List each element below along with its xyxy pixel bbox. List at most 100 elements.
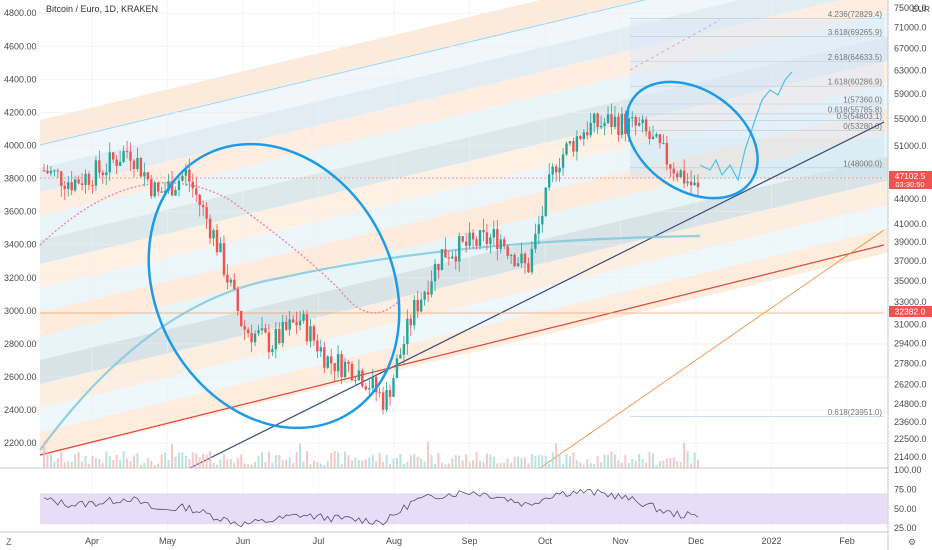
candle-body [610,114,613,128]
candle-body [143,172,146,177]
volume-bar [191,452,194,468]
candle-body [302,314,305,321]
volume-bar [697,460,699,468]
volume-bar [530,453,533,468]
projection-path [699,71,793,182]
volume-bar [337,452,340,468]
candle-body [184,169,188,176]
projection-dashed [629,19,721,71]
candle-body [613,116,617,128]
volume-bar [309,464,312,468]
candle-body [236,289,239,311]
channel-top-line [39,0,647,146]
volume-bar [683,442,686,468]
volume-bar [364,459,367,468]
right-axis-tick: 23600.0 [894,417,927,427]
volume-bar [344,451,347,468]
candle-body [267,332,271,353]
volume-bar [399,453,402,468]
candle-body [599,125,603,128]
settings-gear-icon[interactable]: ⚙ [908,537,916,547]
fib-level-label: 0.618(55785.8) [828,105,883,114]
volume-bar [216,464,219,468]
candle-body [423,291,426,300]
candle-body [503,239,506,247]
volume-bar [136,453,139,468]
left-axis-tick: 2200.00 [4,438,37,448]
candle-body [416,299,419,312]
candle-body [520,253,523,264]
candle-body [167,181,170,191]
candle-body [87,173,91,185]
candle-body [56,170,60,172]
candle-body [551,166,554,175]
volume-bar [472,460,475,468]
rsi-axis[interactable]: 25.00 50.00 75.00 100.00 [894,465,922,533]
volume-bar [184,455,187,468]
volume-bar [288,457,291,468]
right-axis-tick: 71000.0 [894,23,927,33]
volume-bar [537,454,540,468]
volume-bar [347,455,350,468]
channel-band [40,204,888,432]
candle-body [558,167,561,173]
volume-bar [236,457,239,468]
highlight-ellipse-left[interactable] [100,100,447,472]
time-axis-tick: Feb [839,536,855,546]
volume-bar [582,464,585,468]
candle-body [108,152,111,173]
chart-title: Bitcoin / Euro, 1D, KRAKEN [46,4,158,14]
volume-bar [132,455,135,468]
left-axis-tick: 4400.00 [4,74,37,84]
candle-body [492,229,496,238]
volume-bar [74,454,77,468]
fib-level-label: 0.618(23951.0) [828,408,883,417]
candle-body [125,150,129,152]
volume-bar [94,458,97,468]
volume-bar [523,457,526,468]
right-axis-tick: 41000.0 [894,219,927,229]
volume-bar [430,454,433,468]
support-trendline[interactable] [189,121,885,469]
volume-bar [312,460,315,468]
volume-bar [593,464,596,468]
volume-bar [174,456,177,468]
left-axis-tick: 4600.00 [4,41,37,51]
right-axis-tick: 44000.0 [894,194,927,204]
highlight-ellipse-right[interactable] [604,58,779,223]
currency-label: EUR [912,4,930,14]
candle-body [42,170,46,172]
volume-bar [119,459,122,468]
volume-bar [655,464,658,468]
time-axis[interactable]: Apr May Jun Jul Aug Sep Oct Nov Dec 2022 Feb [85,536,855,546]
volume-bar [212,462,215,468]
red-trendline[interactable] [39,244,885,456]
volume-bar [676,461,679,468]
fib-level-label: 1.618(60286.9) [828,78,883,87]
candle-body [371,376,374,389]
volume-bar [395,458,398,468]
volume-bar [350,460,353,468]
candle-body [679,170,682,178]
orange-trendline[interactable] [539,229,885,469]
candle-body [146,172,150,180]
volume-bar [634,460,637,468]
right-price-axis[interactable]: 21400.0 22500.0 23600.0 24800.0 26200.0 27800… [894,3,927,462]
candle-body [343,361,347,378]
candle-body [63,185,66,189]
volume-bars [43,441,699,468]
volume-bar [607,454,610,468]
volume-bar [461,460,464,468]
current-price-value: 47102.5 [895,171,926,181]
left-price-axis[interactable]: 2200.00 2400.00 2600.00 2800.00 3000.00 3200.… [4,8,37,448]
volume-bar [160,454,163,468]
candle-body [561,154,565,168]
candle-body [174,190,177,196]
zoom-icon[interactable]: Z [6,537,12,547]
volume-bar [631,459,634,468]
rsi-pane[interactable] [40,489,888,528]
candle-body [215,229,219,253]
candle-body [554,166,558,173]
candle-body [617,116,620,135]
